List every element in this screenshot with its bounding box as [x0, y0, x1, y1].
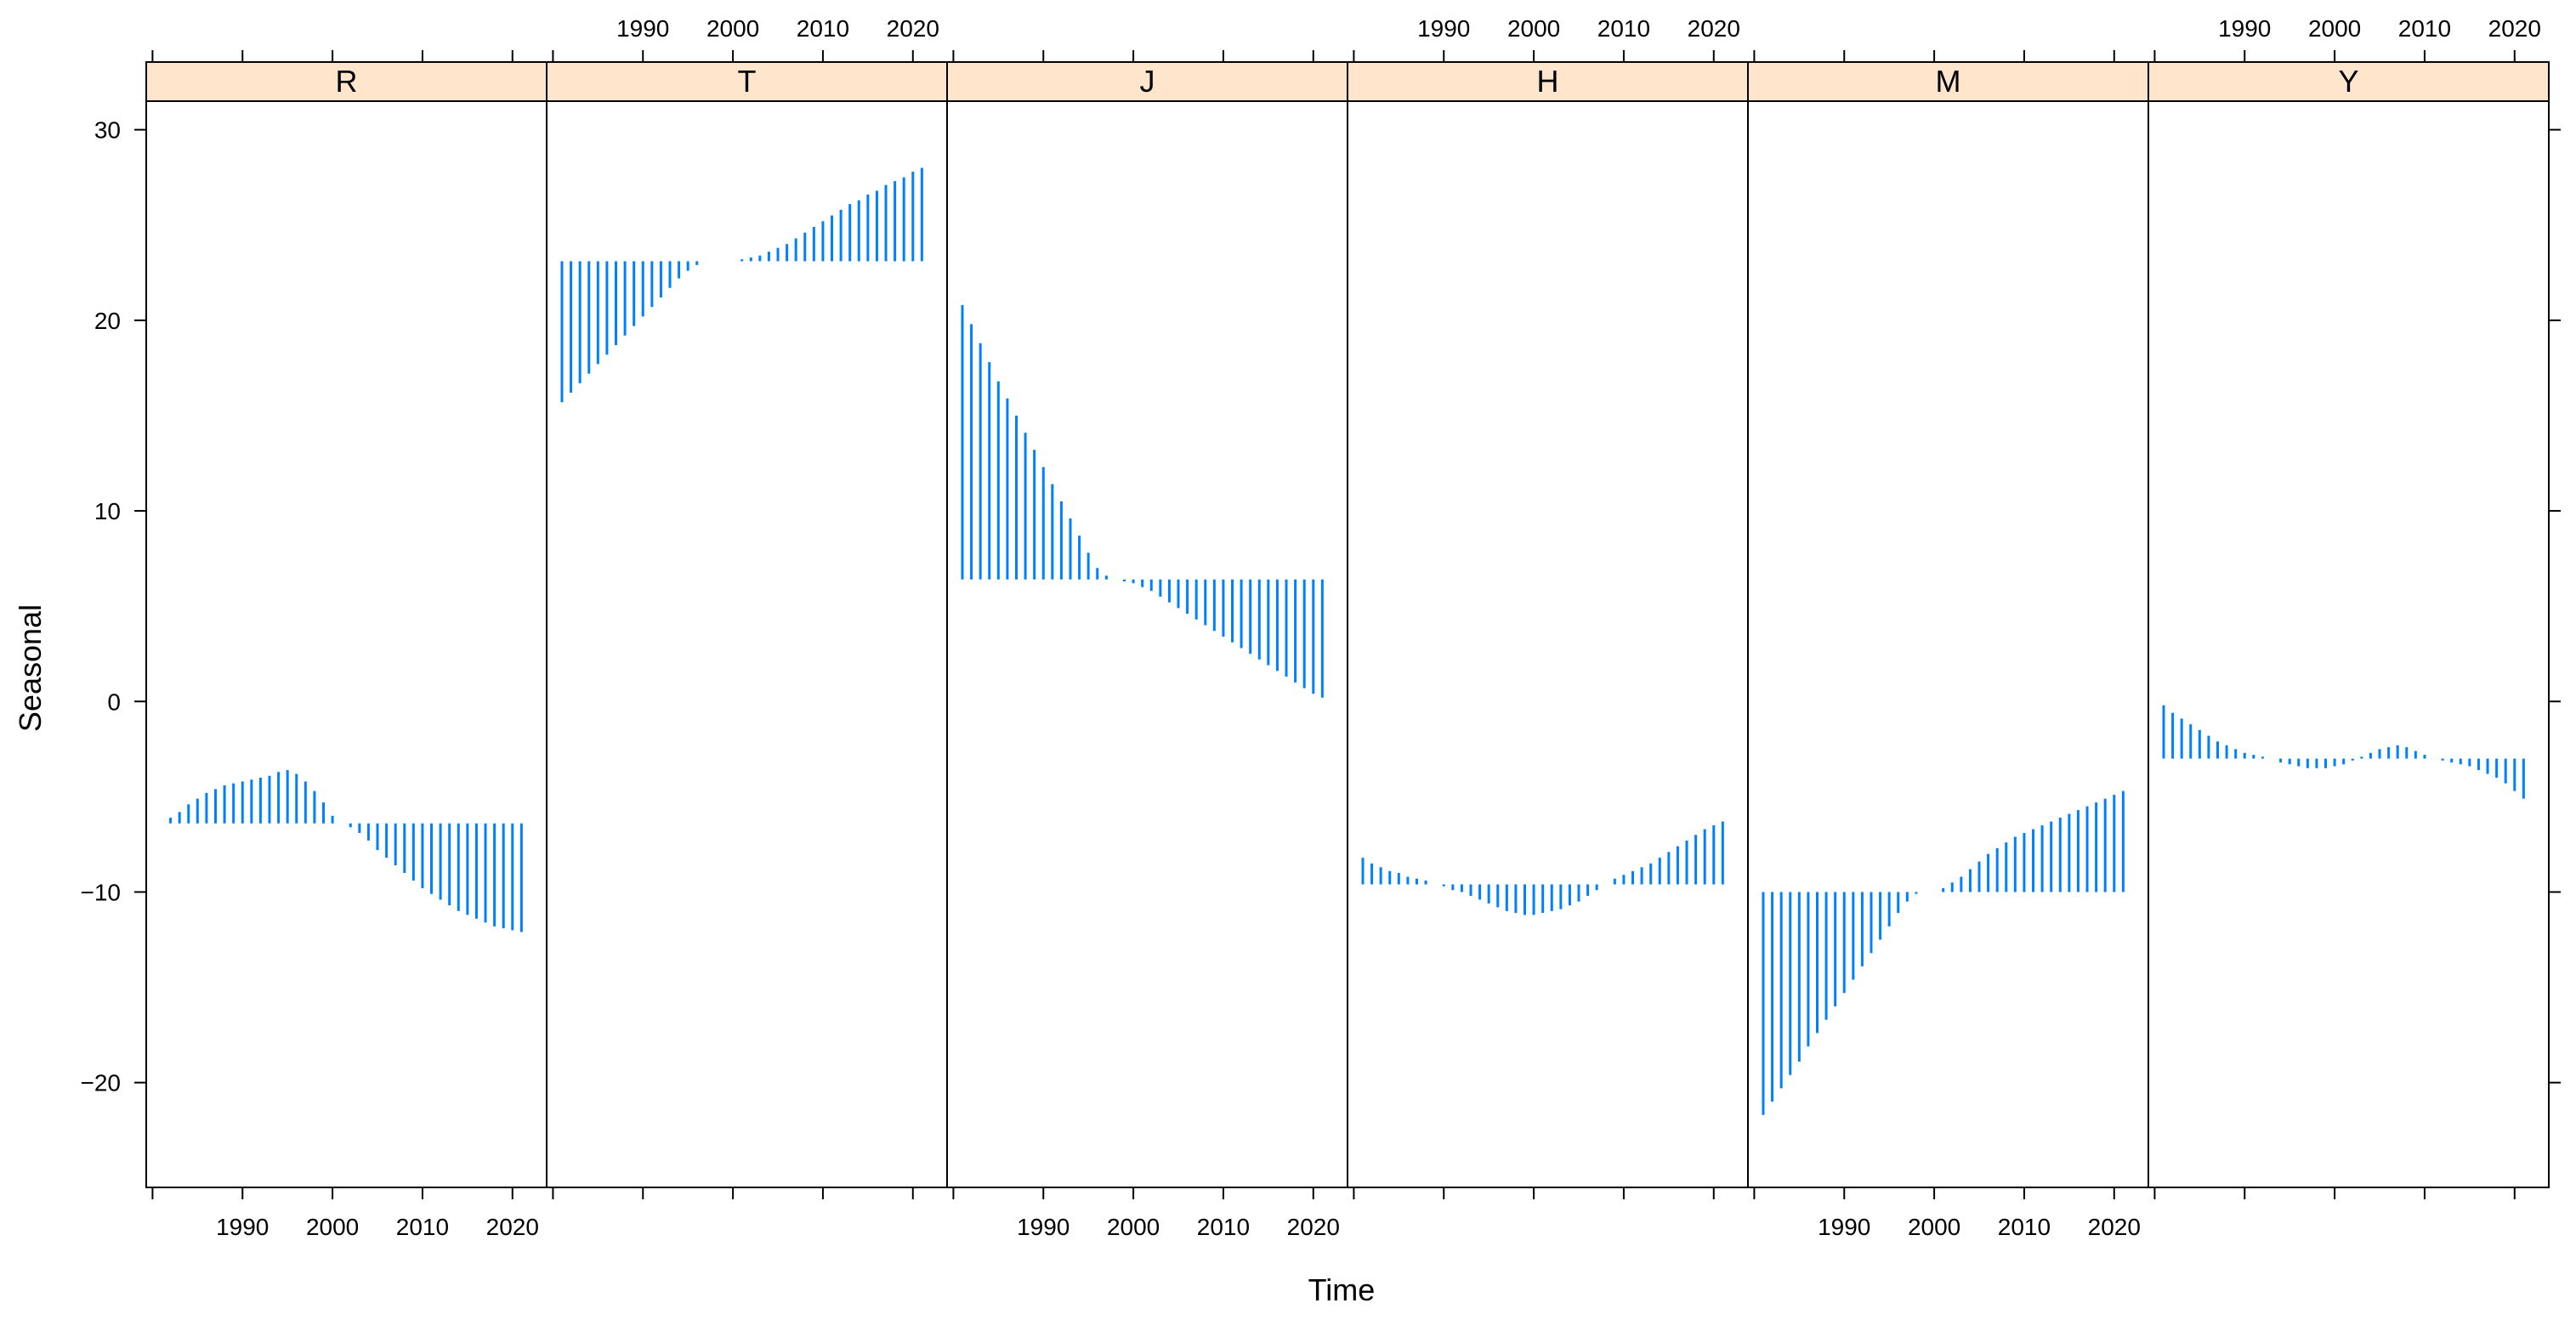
strip-label-j: J — [1140, 64, 1155, 99]
y-tick-label: 20 — [94, 308, 121, 334]
x-tick-label: 2010 — [396, 1214, 449, 1240]
x-tick-label: 2000 — [1908, 1214, 1960, 1240]
strip-y — [2148, 61, 2550, 102]
strip-label-r: R — [336, 64, 358, 99]
x-tick-label: 2010 — [2398, 15, 2451, 42]
strip-r — [145, 61, 548, 102]
x-tick-label: 2020 — [1287, 1214, 1340, 1240]
strip-label-m: M — [1936, 64, 1961, 99]
panel-frame-r — [145, 100, 548, 1188]
y-tick-label: 30 — [94, 117, 121, 144]
axes-layer: −20 −10 0 10 20 30 1990 2000 2010 2020 1990 2000 201… — [81, 15, 2561, 1240]
strip-m — [1747, 61, 2149, 102]
panel-frame-h — [1347, 100, 1749, 1188]
y-tick-label: 10 — [94, 498, 121, 524]
panel-y: Y — [2148, 61, 2550, 1188]
x-tick-label: 2020 — [2488, 15, 2541, 42]
panel-h: H — [1347, 61, 1749, 1188]
panel-t: T — [546, 61, 948, 1188]
x-tick-label: 2020 — [887, 15, 939, 42]
x-tick-label: 1990 — [616, 15, 669, 42]
x-tick-label: 2000 — [706, 15, 759, 42]
strip-j — [946, 61, 1348, 102]
x-tick-label: 2010 — [1998, 1214, 2051, 1240]
x-tick-label: 2020 — [486, 1214, 539, 1240]
x-tick-label: 2010 — [1597, 15, 1650, 42]
y-tick-label: 0 — [107, 688, 121, 715]
panel-r: R — [145, 61, 548, 1188]
x-tick-label: 2000 — [306, 1214, 359, 1240]
x-tick-label: 1990 — [216, 1214, 269, 1240]
y-tick-label: −20 — [81, 1070, 122, 1096]
x-tick-label: 2010 — [1197, 1214, 1250, 1240]
panel-j: J — [946, 61, 1348, 1188]
strip-label-t: T — [738, 64, 757, 99]
y-tick-label: −10 — [81, 879, 122, 905]
x-tick-label: 2000 — [1107, 1214, 1160, 1240]
x-tick-label: 2010 — [797, 15, 849, 42]
y-axis-title: Seasonal — [13, 604, 48, 732]
panel-m: M — [1747, 61, 2149, 1188]
panel-frame-y — [2148, 100, 2550, 1188]
x-tick-label: 2020 — [2088, 1214, 2141, 1240]
x-axis-title: Time — [1308, 1272, 1376, 1307]
x-tick-label: 2000 — [2308, 15, 2361, 42]
strip-label-h: H — [1537, 64, 1559, 99]
x-tick-label: 2000 — [1507, 15, 1560, 42]
x-tick-label: 1990 — [1017, 1214, 1070, 1240]
strip-h — [1347, 61, 1749, 102]
strip-label-y: Y — [2338, 64, 2358, 99]
x-tick-label: 1990 — [2218, 15, 2271, 42]
x-tick-label: 1990 — [1818, 1214, 1870, 1240]
x-tick-label: 1990 — [1417, 15, 1470, 42]
x-tick-label: 2020 — [1688, 15, 1740, 42]
